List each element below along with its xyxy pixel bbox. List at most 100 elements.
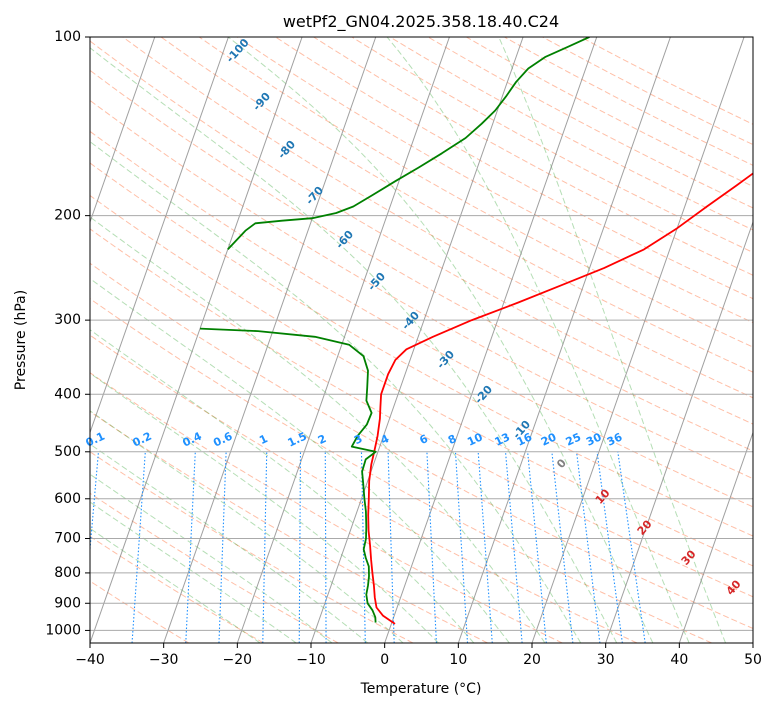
- isotherm-label: -30: [434, 348, 457, 372]
- mixing-ratio-label: 20: [539, 430, 559, 448]
- moist-adiabat: [90, 141, 582, 643]
- dry-adiabat: [90, 162, 753, 537]
- background-lines: [0, 37, 753, 643]
- moist-adiabat: [90, 501, 297, 643]
- isotherm-label: -90: [250, 90, 273, 114]
- mixing-ratio-label: 13: [493, 430, 512, 448]
- mixing-ratio-line: [477, 451, 493, 643]
- mixing-ratio-line: [324, 451, 327, 643]
- dry-adiabat: [90, 451, 414, 643]
- moist-adiabat: [498, 37, 727, 643]
- mixing-ratio-label: 3: [352, 432, 364, 447]
- moist-adiabat: [90, 527, 261, 643]
- dry-adiabat: [503, 37, 753, 166]
- moist-adiabat: [386, 37, 690, 643]
- mixing-ratio-line: [426, 451, 437, 643]
- dry-adiabat: [90, 228, 753, 598]
- moist-adiabat: [90, 372, 439, 643]
- mixing-ratio-label: 6: [417, 432, 430, 447]
- dry-adiabat: [90, 334, 638, 643]
- dry-adiabat: [90, 410, 488, 643]
- y-tick-label: 600: [54, 491, 81, 507]
- chart-title: wetPf2_GN04.2025.358.18.40.C24: [283, 12, 559, 32]
- dry-adiabat: [121, 37, 753, 399]
- y-tick-label: 400: [54, 386, 81, 402]
- x-tick-label: 30: [597, 652, 615, 668]
- dry-adiabat: [90, 194, 753, 567]
- isotherm: [310, 37, 524, 643]
- isotherm-label: -80: [275, 138, 298, 162]
- isotherm: [752, 641, 753, 643]
- mixing-ratio-label: 10: [465, 430, 485, 448]
- y-axis-label: Pressure (hPa): [13, 290, 29, 390]
- y-tick-label: 1000: [45, 622, 81, 638]
- axis-ticks: −40 −30 −20 −10 0 10 20 30 40 5010020030040050060…: [45, 29, 762, 668]
- isotherm: [236, 37, 450, 643]
- isotherm-label: -20: [472, 383, 495, 407]
- mixing-ratio-line: [504, 451, 523, 643]
- isotherm: [0, 37, 7, 643]
- y-tick-label: 900: [54, 595, 81, 611]
- mixing-ratio-line: [551, 451, 574, 643]
- isotherm: [678, 431, 753, 643]
- isotherm: [90, 37, 229, 435]
- sounding-traces: [199, 37, 753, 625]
- x-tick-label: 50: [744, 652, 762, 668]
- dry-adiabat: [90, 372, 563, 643]
- dry-adiabat: [90, 69, 753, 452]
- wet-bulb-label: 10: [593, 486, 613, 506]
- isotherm-label: -60: [333, 228, 356, 252]
- mixing-ratio-line: [185, 451, 196, 643]
- y-tick-label: 300: [54, 312, 81, 328]
- mixing-ratio-line: [527, 451, 547, 643]
- mixing-ratio-label: 2: [316, 432, 328, 447]
- dry-adiabat: [90, 492, 339, 643]
- temperature-trace: [367, 172, 753, 625]
- dry-adiabat: [90, 298, 712, 643]
- mixing-ratio-label: 0.4: [181, 429, 204, 449]
- moist-adiabat: [90, 216, 546, 643]
- moist-adiabat: [90, 329, 475, 643]
- isotherm-label: -100: [224, 36, 252, 65]
- mixing-ratio-line: [387, 451, 395, 643]
- mixing-ratio-line: [262, 451, 268, 643]
- moist-adiabat: [90, 473, 333, 643]
- mixing-ratio-label: 16: [515, 430, 535, 448]
- moist-adiabat: [90, 47, 618, 643]
- x-tick-label: −40: [75, 652, 105, 668]
- isotherm: [90, 37, 156, 224]
- dry-adiabat: [90, 99, 753, 480]
- mixing-ratio-line: [576, 451, 601, 643]
- y-tick-label: 100: [54, 29, 81, 45]
- dewpoint-trace: [227, 37, 590, 251]
- x-tick-label: −10: [296, 652, 326, 668]
- y-tick-label: 800: [54, 565, 81, 581]
- x-tick-label: 20: [523, 652, 541, 668]
- x-tick-label: 0: [380, 652, 389, 668]
- dry-adiabat: [90, 535, 264, 643]
- mixing-ratio-label: 25: [564, 430, 583, 448]
- wet-bulb-label: 40: [724, 577, 744, 597]
- wet-bulb-label: 20: [635, 517, 655, 537]
- mixing-ratio-label: 0.2: [131, 430, 154, 450]
- isotherm-label: -50: [365, 270, 388, 294]
- y-tick-label: 200: [54, 208, 81, 224]
- dry-adiabat: [90, 262, 753, 630]
- mixing-ratio-label: 30: [584, 430, 604, 448]
- dry-adiabat: [312, 37, 753, 276]
- dry-adiabat: [90, 130, 753, 508]
- dry-adiabat: [90, 40, 753, 425]
- mixing-ratio-line: [617, 451, 646, 643]
- y-tick-label: 500: [54, 444, 81, 460]
- mixing-ratio-label: 8: [446, 432, 458, 447]
- mixing-ratio-line: [298, 451, 302, 643]
- dewpoint-trace: [199, 327, 377, 623]
- mixing-ratio-label: 1.5: [286, 430, 309, 450]
- mixing-ratio-line: [131, 451, 146, 643]
- mixing-ratio-label: 0.1: [84, 430, 107, 450]
- x-tick-label: −20: [223, 652, 253, 668]
- dry-adiabat: [236, 37, 753, 324]
- dry-adiabat: [198, 37, 753, 348]
- mixing-ratio-line: [596, 451, 623, 643]
